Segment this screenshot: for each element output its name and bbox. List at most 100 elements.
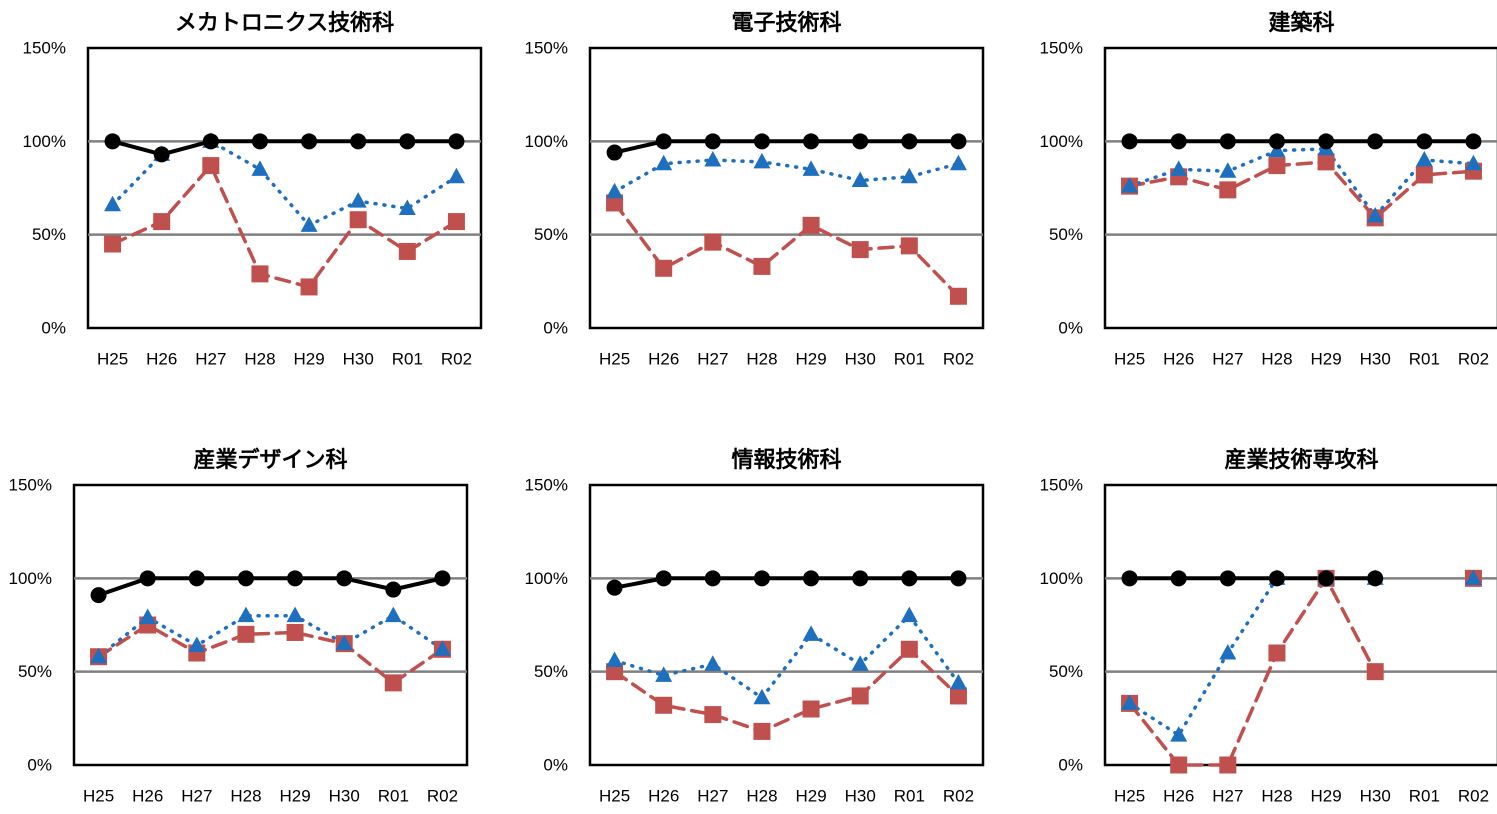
x-tick-label: R01 (1409, 349, 1440, 368)
y-tick-label: 50% (32, 225, 66, 244)
data-point-blue (1464, 569, 1482, 585)
x-tick-label: H29 (1310, 786, 1341, 805)
x-tick-label: H26 (1163, 349, 1194, 368)
data-point-black (803, 133, 820, 150)
data-point-black (655, 570, 672, 587)
x-tick-label: H26 (146, 349, 177, 368)
x-tick-label: H29 (795, 349, 826, 368)
data-point-blue (1415, 151, 1433, 167)
y-tick-label: 150% (1040, 38, 1083, 57)
x-tick-label: H28 (1261, 786, 1292, 805)
x-tick-label: H29 (1310, 349, 1341, 368)
x-tick-label: H27 (1212, 786, 1243, 805)
data-point-black (251, 133, 268, 150)
chart-title: 情報技術科 (731, 447, 841, 473)
data-point-blue (753, 688, 771, 705)
data-point-red (802, 700, 820, 718)
data-point-red (655, 696, 673, 714)
series-line-black (614, 576, 959, 590)
chart-panel-5: 情報技術科 0% 50% 100% 150% H25 H26 H27 H28 H29 H30 R01 R… (525, 447, 985, 805)
x-tick-label: H25 (1114, 786, 1145, 805)
x-tick-label: R02 (943, 349, 974, 368)
data-point-blue (1268, 141, 1286, 158)
chart-title: メカトロニクス技術科 (175, 10, 394, 36)
data-point-red (153, 213, 171, 231)
x-tick-label: H25 (599, 786, 630, 805)
chart-title: 産業技術専攻科 (1224, 447, 1378, 473)
data-point-red (606, 194, 624, 212)
data-point-blue (851, 171, 869, 188)
y-tick-label: 50% (534, 662, 568, 681)
chart-title: 産業デザイン科 (193, 447, 347, 473)
x-tick-label: R02 (427, 786, 458, 805)
chart-panel-3: 建築科 0% 50% 100% 150% H25 H26 H27 H28 H29 H30 R01 R02 (1040, 10, 1497, 368)
x-tick-label: H25 (97, 349, 128, 368)
series-line-blue (1127, 147, 1476, 218)
data-point-black (1318, 570, 1335, 587)
data-point-black (448, 133, 465, 150)
data-point-blue (286, 606, 304, 623)
x-tick-label: R02 (943, 786, 974, 805)
data-point-red (398, 242, 416, 260)
data-point-blue (1219, 644, 1237, 660)
x-tick-label: R01 (392, 349, 423, 368)
data-point-black (301, 133, 318, 150)
y-tick-label: 150% (23, 38, 66, 57)
data-point-black (1268, 570, 1285, 587)
x-tick-label: H28 (746, 786, 777, 805)
data-point-red (286, 623, 304, 641)
data-point-blue (704, 151, 722, 167)
data-point-blue (900, 167, 918, 184)
y-tick-label: 0% (543, 318, 568, 337)
data-point-black (104, 133, 121, 150)
x-tick-label: R02 (1458, 786, 1489, 805)
data-point-blue (335, 634, 353, 651)
y-tick-label: 100% (23, 132, 66, 151)
series-line-blue (612, 158, 961, 194)
data-point-blue (949, 673, 967, 690)
data-point-red (606, 663, 624, 681)
x-tick-label: H27 (697, 786, 728, 805)
y-tick-label: 100% (9, 569, 52, 588)
data-point-black (202, 133, 219, 150)
y-tick-label: 0% (1058, 318, 1083, 337)
data-point-blue (1464, 154, 1482, 171)
x-tick-label: H26 (648, 786, 679, 805)
x-tick-label: H26 (648, 349, 679, 368)
data-point-red (1415, 166, 1433, 184)
data-point-red (300, 278, 318, 296)
data-point-red (851, 241, 869, 259)
data-point-red (851, 687, 869, 705)
data-point-black (901, 133, 918, 150)
x-tick-label: R01 (894, 349, 925, 368)
data-point-blue (606, 651, 624, 667)
x-tick-label: H28 (230, 786, 261, 805)
chart-panel-1: メカトロニクス技術科 0% 50% 100% 150% H25 H26 H27 H28 H29 H3… (23, 10, 483, 368)
data-point-red (1317, 153, 1335, 171)
data-point-blue (900, 606, 918, 623)
data-point-black (901, 570, 918, 587)
data-point-black (852, 570, 869, 587)
data-point-black (434, 570, 451, 587)
y-tick-label: 50% (534, 225, 568, 244)
plot-area (1103, 46, 1497, 330)
data-point-blue (384, 606, 402, 623)
data-point-red (1268, 157, 1286, 175)
data-point-blue (851, 655, 869, 671)
x-tick-label: H27 (697, 349, 728, 368)
data-point-black (753, 570, 770, 587)
data-point-black (237, 570, 254, 587)
data-point-blue (433, 640, 451, 656)
x-tick-label: H30 (845, 349, 876, 368)
x-tick-label: H25 (1114, 349, 1145, 368)
x-tick-label: H25 (599, 349, 630, 368)
data-point-black (1268, 133, 1285, 150)
data-point-black (1121, 570, 1138, 587)
x-tick-label: H27 (181, 786, 212, 805)
data-point-red (704, 233, 722, 251)
y-tick-label: 100% (1040, 132, 1083, 151)
data-point-black (655, 133, 672, 150)
data-point-black (1367, 570, 1384, 587)
chart-panel-4: 産業デザイン科 0% 50% 100% 150% H25 H26 H27 H28 H29 H30 R0… (9, 447, 469, 805)
x-tick-label: H29 (293, 349, 324, 368)
